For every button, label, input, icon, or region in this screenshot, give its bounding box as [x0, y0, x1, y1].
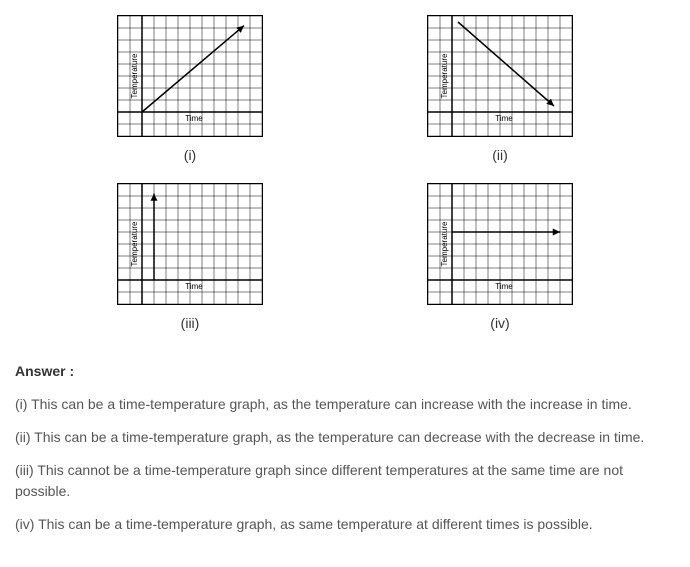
svg-text:Time: Time — [185, 282, 203, 291]
svg-text:Temperature: Temperature — [440, 53, 449, 98]
chart-box-4: Temperature Time — [427, 183, 573, 305]
answer-item-3: (iii) This cannot be a time-temperature … — [15, 460, 675, 502]
svg-text:Time: Time — [495, 114, 513, 123]
chart-cell-3: Temperature Time (iii) — [95, 183, 285, 331]
answer-section: Answer : (i) This can be a time-temperat… — [15, 361, 675, 535]
chart-box-1: Temperature Time — [117, 15, 263, 137]
svg-text:Time: Time — [495, 282, 513, 291]
chart-cell-1: Temperature Time (i) — [95, 15, 285, 163]
svg-text:Temperature: Temperature — [130, 53, 139, 98]
answer-item-2: (ii) This can be a time-temperature grap… — [15, 427, 675, 448]
chart-box-2: Temperature Time — [427, 15, 573, 137]
chart-box-3: Temperature Time — [117, 183, 263, 305]
svg-text:Time: Time — [185, 114, 203, 123]
chart-caption-1: (i) — [184, 147, 196, 163]
charts-grid: Temperature Time (i) Temperature Time (ii)… — [15, 15, 675, 331]
svg-text:Temperature: Temperature — [440, 221, 449, 266]
answer-item-4: (iv) This can be a time-temperature grap… — [15, 514, 675, 535]
chart-caption-3: (iii) — [181, 315, 200, 331]
chart-caption-2: (ii) — [492, 147, 508, 163]
svg-text:Temperature: Temperature — [130, 221, 139, 266]
chart-cell-2: Temperature Time (ii) — [405, 15, 595, 163]
answer-item-1: (i) This can be a time-temperature graph… — [15, 394, 675, 415]
chart-caption-4: (iv) — [490, 315, 509, 331]
chart-cell-4: Temperature Time (iv) — [405, 183, 595, 331]
answer-label: Answer : — [15, 361, 675, 382]
